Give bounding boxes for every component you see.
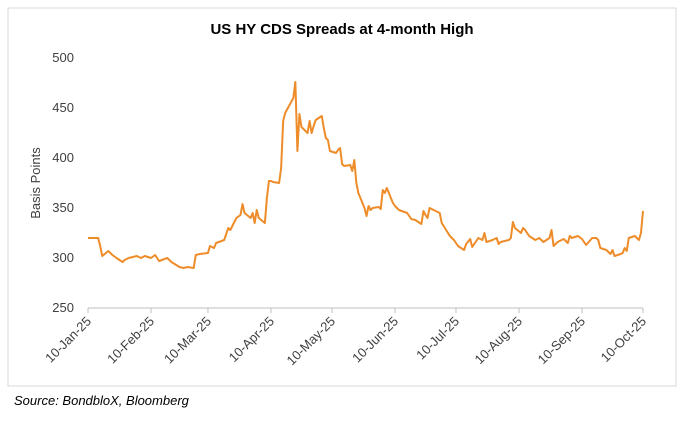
y-tick-label: 250 [52, 300, 74, 315]
y-tick-label: 450 [52, 100, 74, 115]
y-axis-label: Basis Points [28, 147, 43, 219]
series-line [88, 81, 644, 269]
y-tick-label: 300 [52, 250, 74, 265]
y-tick-label: 500 [52, 50, 74, 65]
y-tick-label: 400 [52, 150, 74, 165]
chart-border [7, 7, 677, 387]
chart-title: US HY CDS Spreads at 4-month High [210, 21, 473, 38]
source: Source: BondbloX, Bloomberg [14, 393, 190, 408]
y-tick-label: 350 [52, 200, 74, 215]
